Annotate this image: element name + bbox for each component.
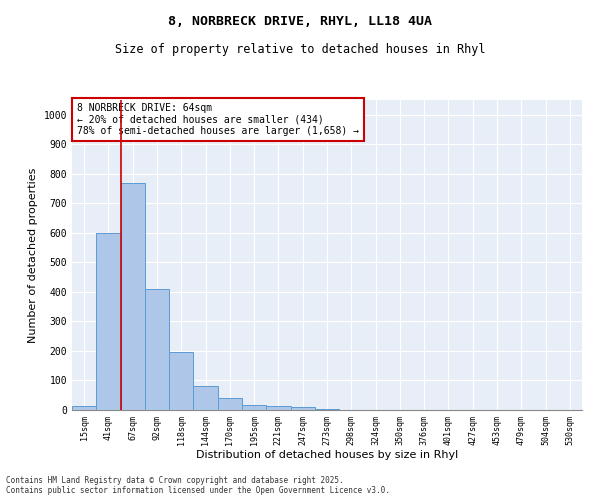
X-axis label: Distribution of detached houses by size in Rhyl: Distribution of detached houses by size … [196,450,458,460]
Y-axis label: Number of detached properties: Number of detached properties [28,168,38,342]
Bar [290,407,315,410]
Text: Contains HM Land Registry data © Crown copyright and database right 2025.
Contai: Contains HM Land Registry data © Crown c… [6,476,390,495]
Bar [96,233,121,410]
Text: Size of property relative to detached houses in Rhyl: Size of property relative to detached ho… [115,42,485,56]
Text: 8 NORBRECK DRIVE: 64sqm
← 20% of detached houses are smaller (434)
78% of semi-d: 8 NORBRECK DRIVE: 64sqm ← 20% of detache… [77,103,359,136]
Bar [315,409,339,410]
Bar [72,406,96,410]
Bar [169,352,193,410]
Text: 8, NORBRECK DRIVE, RHYL, LL18 4UA: 8, NORBRECK DRIVE, RHYL, LL18 4UA [168,15,432,28]
Bar [121,182,145,410]
Bar [145,289,169,410]
Bar [193,386,218,410]
Bar [242,404,266,410]
Bar [266,406,290,410]
Bar [218,398,242,410]
